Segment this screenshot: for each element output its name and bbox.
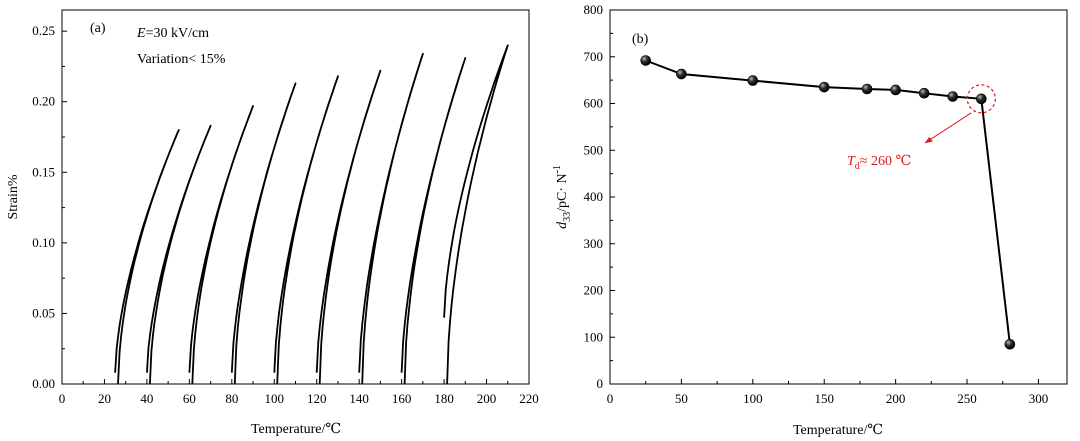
panel-b-x-tick-label: 0 <box>607 391 614 406</box>
panel-a-x-axis-label: Temperature/℃ <box>251 422 341 437</box>
panel-a-variation-annotation: Variation< 15% <box>137 52 226 67</box>
panel-b-x-tick-label: 200 <box>886 391 906 406</box>
panel-b-y-axis-label: d33/pC· N-1 <box>552 165 573 229</box>
panel-b-y-tick-label: 600 <box>584 96 604 111</box>
panel-b-label: (b) <box>632 32 649 47</box>
panel-a-curves <box>114 44 509 385</box>
panel-b-y-tick-label: 400 <box>584 189 604 204</box>
panel-a-x-tick-label: 0 <box>59 391 66 406</box>
panel-a-x-tick-label: 140 <box>349 391 369 406</box>
panel-b-y-tick-label: 200 <box>584 283 604 298</box>
strain-loop-curve <box>443 44 509 385</box>
panel-a-y-tick-label: 0.15 <box>32 164 55 179</box>
panel-a-x-tick-label: 200 <box>477 391 497 406</box>
strain-loop-curve <box>400 57 467 385</box>
panel-b-y-tick-label: 800 <box>584 2 604 17</box>
panel-b-data-point <box>676 68 687 80</box>
panel-b-x-tick-label: 250 <box>957 391 977 406</box>
panel-a-x-tick-label: 180 <box>434 391 454 406</box>
panel-a-x-tick-label: 20 <box>98 391 111 406</box>
panel-b-plot-frame <box>609 9 1068 385</box>
panel-a-x-tick-label: 120 <box>307 391 327 406</box>
panel-b-d33-vs-temperature: 0 50 100 150 200 250 300 0 100 200 300 400 500 600 70… <box>552 2 1068 438</box>
panel-b-data-point <box>640 55 652 66</box>
panel-a-plot-frame <box>61 9 530 385</box>
panel-b-data-point <box>818 81 830 93</box>
panel-a-x-tick-label: 60 <box>183 391 196 406</box>
panel-b-y-ticks: 0 100 200 300 400 500 600 700 800 <box>584 2 615 391</box>
panel-b-x-tick-label: 150 <box>814 391 834 406</box>
panel-b-depolarization-annotation: Td≈ 260 ℃ <box>847 84 996 172</box>
panel-b-td-annotation: Td≈ 260 ℃ <box>847 154 911 172</box>
panel-b-data-point <box>747 75 759 86</box>
panel-a-y-axis-label: Strain% <box>6 174 21 219</box>
panel-b-data-point <box>976 93 987 105</box>
strain-loop-curve <box>114 129 180 385</box>
panel-b-x-tick-label: 300 <box>1029 391 1049 406</box>
panel-b-arrowhead <box>924 136 933 144</box>
panel-a-x-tick-label: 40 <box>140 391 153 406</box>
strain-loop-curve <box>188 105 254 385</box>
panel-a-x-tick-label: 220 <box>519 391 539 406</box>
panel-b-d33-line <box>645 59 1011 345</box>
strain-loop-curve <box>358 52 424 385</box>
panel-b-y-tick-label: 100 <box>584 329 604 344</box>
strain-loop-curve <box>230 82 297 385</box>
panel-b-highlight-circle <box>966 84 996 114</box>
panel-b-data-point <box>890 84 901 96</box>
panel-b-annotation-arrow <box>925 112 972 144</box>
panel-b-x-axis-label: Temperature/℃ <box>793 423 883 438</box>
panel-b-data-point <box>861 83 873 95</box>
strain-loop-curve <box>315 69 382 385</box>
panel-b-x-ticks: 0 50 100 150 200 250 300 <box>607 379 1048 406</box>
panel-a-y-tick-label: 0.05 <box>32 305 55 320</box>
panel-b-data-point <box>918 87 930 99</box>
panel-b-y-tick-label: 300 <box>584 236 604 251</box>
panel-a-strain-vs-temperature: 0 20 40 60 80 100 120 140 160 180 200 220 0.000.050… <box>6 9 539 437</box>
panel-b-x-tick-label: 100 <box>743 391 763 406</box>
panel-b-y-tick-label: 0 <box>597 376 604 391</box>
panel-a-y-tick-label: 0.20 <box>32 94 55 109</box>
panel-a-field-annotation: E=30 kV/cm <box>136 26 209 41</box>
panel-b-y-tick-label: 700 <box>584 49 604 64</box>
panel-b-y-tick-label: 500 <box>584 142 604 157</box>
panel-b-data-point <box>947 91 959 102</box>
panel-b-data-point <box>1004 338 1016 350</box>
panel-a-x-tick-label: 160 <box>392 391 412 406</box>
panel-a-x-tick-label: 80 <box>225 391 238 406</box>
panel-a-x-tick-label: 100 <box>265 391 285 406</box>
panel-b-series <box>640 55 1016 350</box>
panel-a-label: (a) <box>90 21 106 36</box>
panel-a-y-tick-label: 0.10 <box>32 235 55 250</box>
strain-loop-curve <box>273 75 339 385</box>
panel-a-y-tick-label: 0.25 <box>32 23 55 38</box>
panel-a-y-tick-label: 0.00 <box>32 376 55 391</box>
panel-a-y-ticks: 0.00 0.05 0.10 0.15 0.20 0.25 <box>32 23 67 391</box>
panel-a-x-ticks: 0 20 40 60 80 100 120 140 160 180 200 220 <box>59 379 539 406</box>
panel-b-x-tick-label: 50 <box>675 391 688 406</box>
strain-loop-curve <box>146 124 212 385</box>
